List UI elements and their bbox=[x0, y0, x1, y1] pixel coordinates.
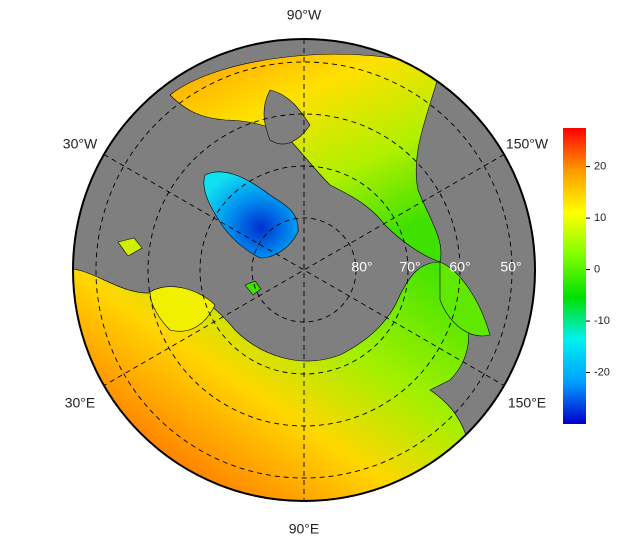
colorbar-tick-label: -20 bbox=[594, 366, 610, 378]
lon-label: 90°W bbox=[287, 7, 322, 23]
svalbard bbox=[244, 280, 262, 296]
graticule bbox=[95, 39, 513, 501]
map-border bbox=[72, 38, 536, 502]
lon-label: 30°E bbox=[65, 395, 96, 411]
lat-label: 70° bbox=[399, 259, 420, 275]
colorbar bbox=[563, 128, 586, 424]
scandinavia bbox=[149, 286, 216, 332]
greenland bbox=[203, 171, 299, 259]
iceland bbox=[117, 237, 143, 257]
lon-label: 90°E bbox=[289, 521, 320, 537]
lat-label: 50° bbox=[500, 259, 521, 275]
colorbar-tick-label: 20 bbox=[594, 161, 606, 173]
arctic-islands bbox=[263, 89, 311, 145]
colorbar-tick-label: 0 bbox=[594, 263, 600, 275]
colorbar-tick-label: 10 bbox=[594, 212, 606, 224]
colorbar-tick-label: -10 bbox=[594, 315, 610, 327]
lon-label: 150°W bbox=[506, 136, 549, 152]
lat-label: 60° bbox=[449, 259, 470, 275]
lat-label: 80° bbox=[351, 259, 372, 275]
lon-label: 30°W bbox=[63, 136, 98, 152]
lon-label: 150°E bbox=[508, 395, 546, 411]
map-body bbox=[73, 39, 535, 501]
